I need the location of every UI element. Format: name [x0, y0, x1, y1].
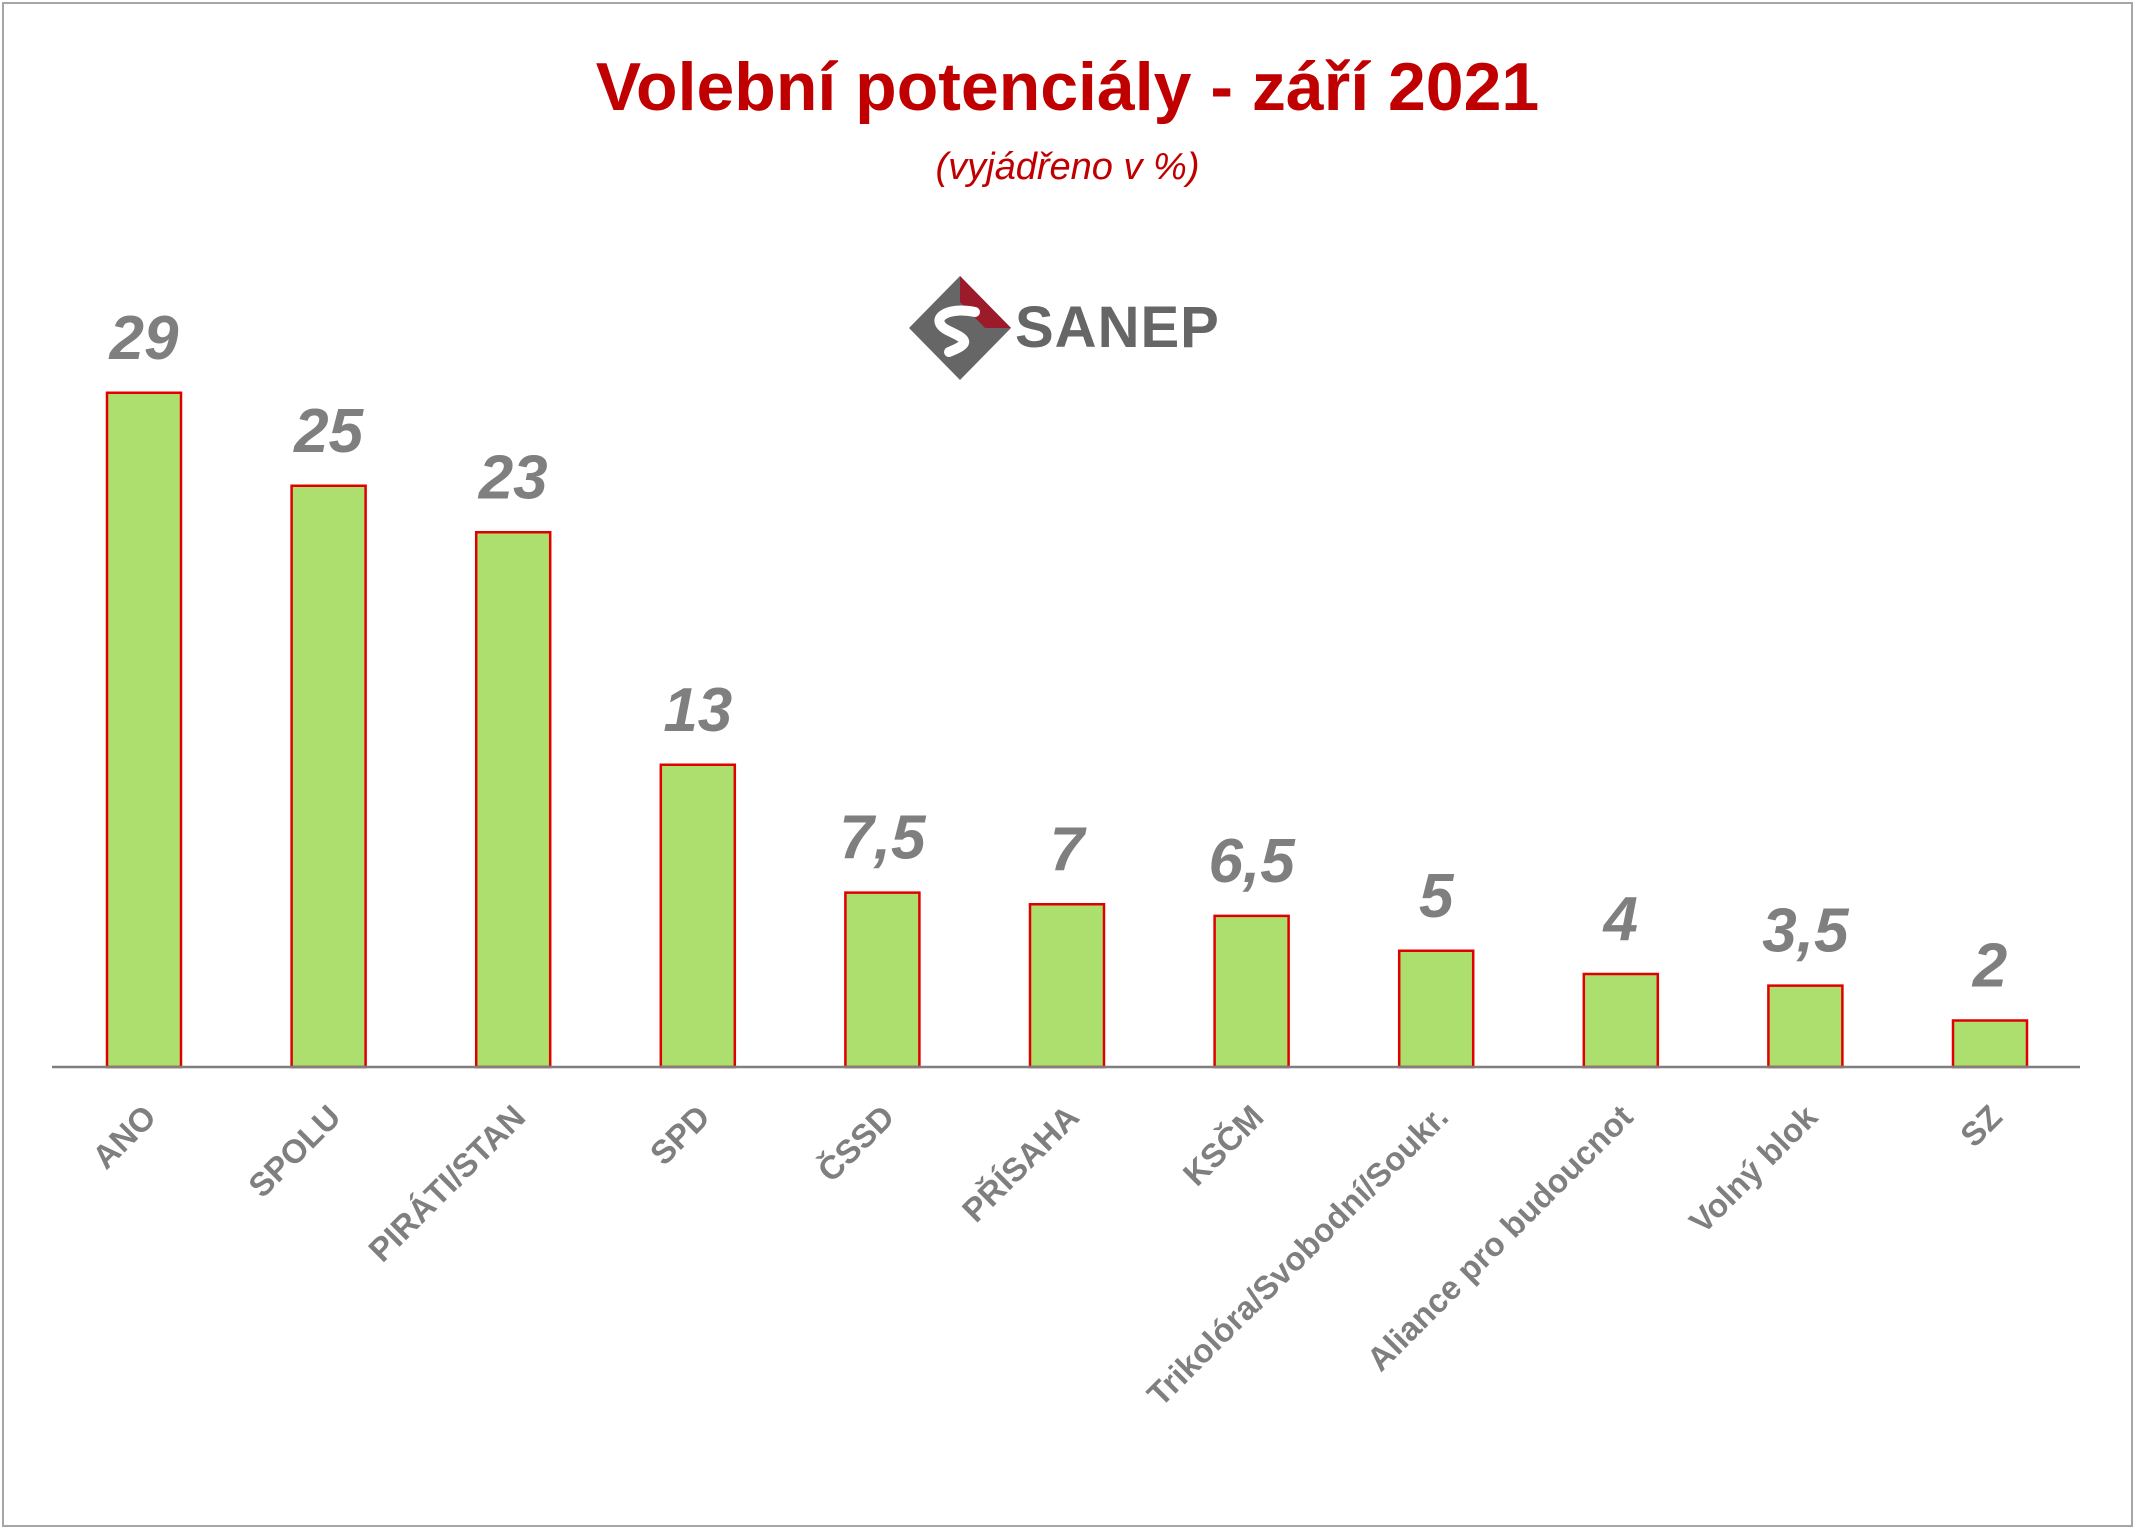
category-label-6: KSČM: [1175, 1097, 1271, 1193]
value-labels-group: 29 25 23 13 7,5 7 6,5 5 4 3,5 2: [109, 304, 2008, 1001]
bar-10: [1951, 1019, 2029, 1069]
category-label-5: PŘÍSAHA: [955, 1098, 1086, 1229]
bar-3: [659, 763, 737, 1069]
value-label-5: 7: [1050, 815, 1087, 884]
bar-4: [844, 891, 921, 1069]
bar-2: [474, 531, 552, 1069]
sanep-logo-text: SANEP: [1015, 295, 1220, 360]
value-label-9: 3,5: [1762, 897, 1850, 966]
value-label-10: 2: [1972, 932, 2007, 1001]
category-label-7: Trikolóra/Svobodní/Soukr.: [1140, 1098, 1455, 1413]
bar-0: [105, 391, 183, 1069]
value-label-7: 5: [1419, 862, 1455, 931]
value-label-8: 4: [1602, 885, 1638, 954]
bar-8: [1582, 972, 1660, 1069]
value-label-2: 23: [478, 443, 548, 512]
category-label-3: SPD: [643, 1098, 717, 1172]
bar-9: [1767, 984, 1844, 1069]
category-label-0: ANO: [85, 1098, 163, 1176]
value-label-0: 29: [109, 304, 179, 373]
category-label-2: PIRÁTI/STAN: [361, 1098, 532, 1269]
category-labels-group: ANO SPOLU PIRÁTI/STAN SPD ČSSD PŘÍSAHA KSČMTri…: [85, 1097, 2009, 1413]
category-label-9: Volný blok: [1682, 1097, 1825, 1240]
category-label-1: SPOLU: [241, 1098, 348, 1205]
category-label-4: ČSSD: [810, 1097, 902, 1189]
bar-1: [290, 484, 367, 1069]
value-label-6: 6,5: [1208, 827, 1296, 896]
value-label-3: 13: [663, 676, 732, 745]
bar-5: [1028, 903, 1106, 1069]
chart-subtitle: (vyjádřeno v %): [935, 146, 1200, 188]
value-label-4: 7,5: [839, 804, 927, 873]
sanep-logo-icon: [909, 276, 1011, 380]
chart-title: Volební potenciály - září 2021: [595, 49, 1540, 125]
sanep-logo: SANEP: [905, 272, 1245, 388]
bar-6: [1213, 914, 1290, 1069]
bar-7: [1397, 949, 1475, 1069]
value-label-1: 25: [293, 397, 364, 466]
category-label-10: SZ: [1953, 1098, 2009, 1154]
bars-group: [105, 391, 2029, 1069]
